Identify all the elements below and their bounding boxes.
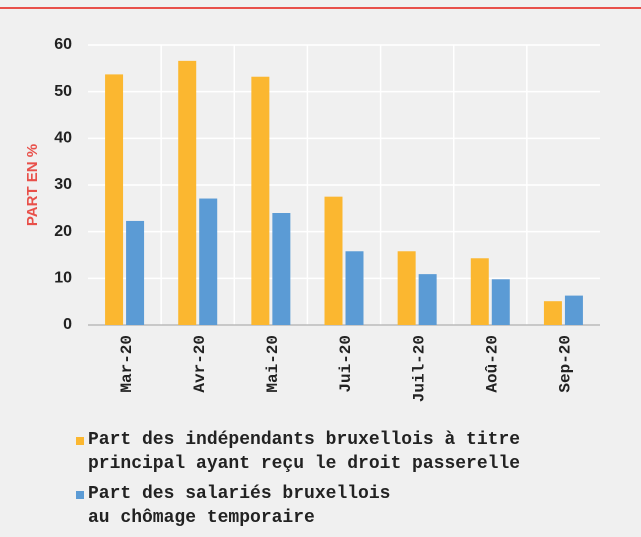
bar <box>543 301 562 325</box>
bar <box>418 274 437 325</box>
bar <box>178 60 197 325</box>
bar <box>345 251 364 325</box>
y-tick-label: 10 <box>54 270 72 287</box>
bar <box>324 196 343 325</box>
x-tick-label: Mar-20 <box>118 335 136 393</box>
legend-label: Part des indépendants bruxellois à titre… <box>88 430 521 474</box>
bar <box>491 279 510 325</box>
bar <box>199 198 218 325</box>
legend-label: Part des salariés bruxellois au chômage … <box>88 484 391 528</box>
x-tick-label: Juil-20 <box>410 335 428 402</box>
x-tick-label: Aoû-20 <box>484 335 502 393</box>
bar <box>470 258 489 325</box>
legend-swatch <box>76 491 84 499</box>
y-axis-label: PART EN % <box>24 144 41 226</box>
y-tick-label: 40 <box>54 130 72 147</box>
x-tick-label: Sep-20 <box>557 335 575 393</box>
bar <box>105 74 124 326</box>
bar <box>126 220 145 325</box>
bar <box>251 76 270 325</box>
y-tick-label: 50 <box>54 83 72 100</box>
y-tick-label: 60 <box>54 36 72 53</box>
y-tick-label: 20 <box>54 223 72 240</box>
x-tick-label: Mai-20 <box>264 335 282 393</box>
bar <box>272 213 291 325</box>
bar <box>564 295 583 325</box>
bar <box>397 251 416 325</box>
legend-swatch <box>76 437 84 445</box>
y-tick-label: 30 <box>54 176 72 193</box>
x-tick-label: Avr-20 <box>191 335 209 393</box>
x-tick-label: Jui-20 <box>337 335 355 393</box>
y-tick-label: 0 <box>63 316 72 333</box>
